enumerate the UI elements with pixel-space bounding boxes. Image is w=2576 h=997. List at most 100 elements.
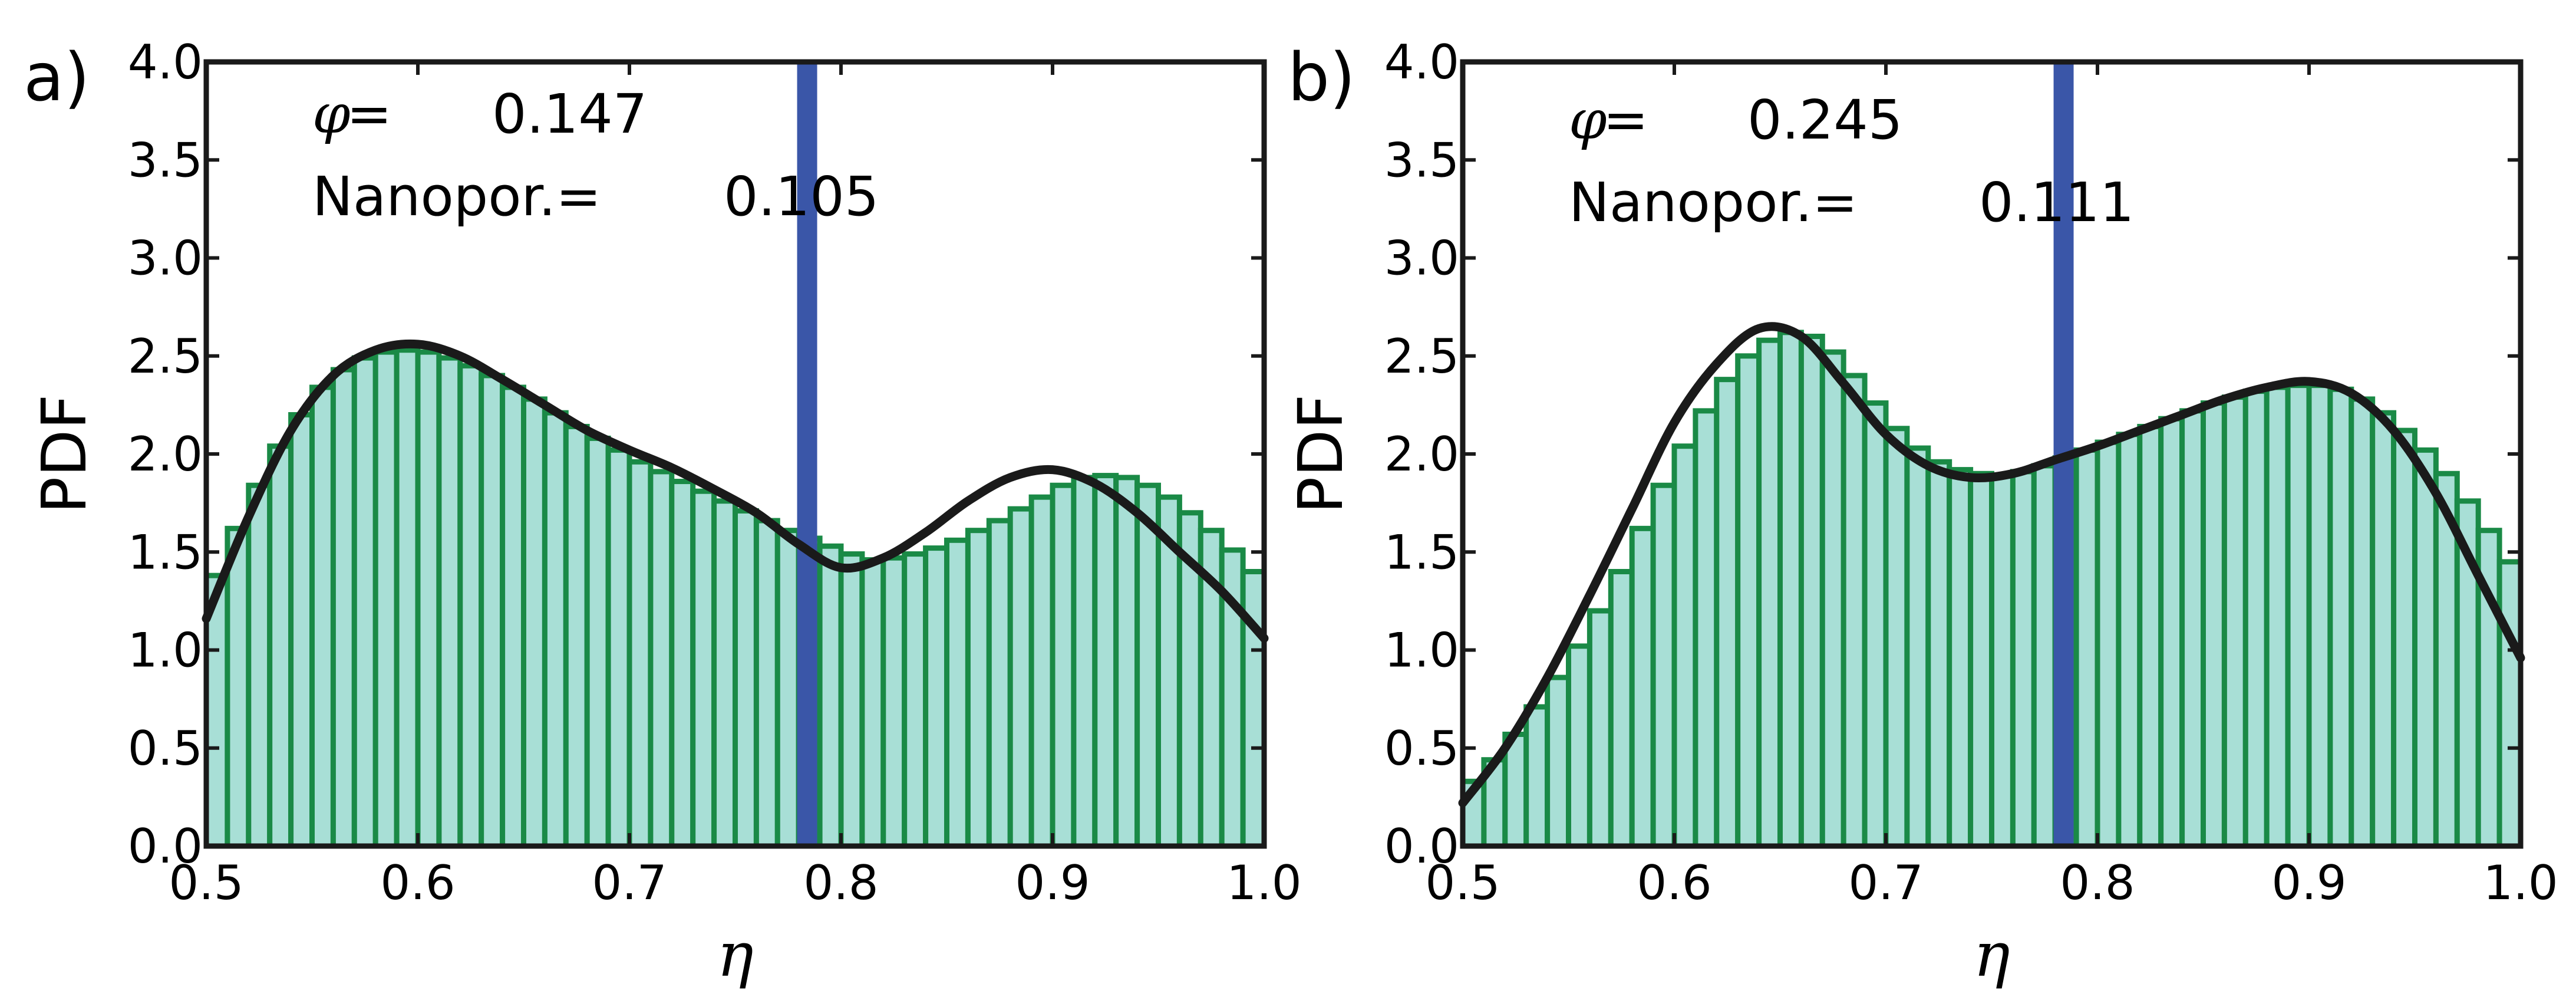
y-tick-label: 1.5: [128, 525, 203, 580]
nanopor-label: Nanopor.=: [312, 165, 601, 228]
histogram-bar: [1968, 470, 1995, 849]
chart-panel-a: 0.00.51.01.52.02.53.03.54.00.5 0.6 0.7 0.8 0…: [24, 35, 1302, 991]
histogram-bar: [986, 518, 1013, 849]
histogram-bar: [1989, 473, 2016, 849]
histogram-bar: [309, 384, 336, 849]
histogram-bar: [2285, 383, 2312, 849]
histogram-bar: [902, 551, 929, 849]
histogram-bar: [2370, 410, 2397, 849]
x-tick-label: 0.5: [169, 855, 243, 910]
histogram-bar: [479, 373, 506, 849]
x-tick-label: 0.7: [592, 855, 667, 910]
histogram-bar: [626, 459, 654, 849]
histogram-bar: [1629, 525, 1656, 849]
histogram-bar: [563, 423, 590, 849]
histogram-bar: [2116, 432, 2143, 849]
histogram-bar: [2073, 447, 2100, 849]
histogram-bar: [1819, 349, 1846, 849]
x-tick-label: 0.9: [1015, 855, 1090, 910]
y-axis-label: PDF: [1285, 394, 1357, 514]
fit-curve: [1458, 322, 2525, 808]
nanopor-value: 0.111: [1979, 171, 2134, 234]
y-axis-label: PDF: [28, 394, 100, 514]
histogram-bar: [2158, 416, 2185, 849]
histogram-bar: [330, 367, 357, 849]
y-tick-label: 2.0: [128, 427, 203, 482]
y-tick-label: 1.0: [128, 623, 203, 678]
y-tick-label: 4.0: [1384, 35, 1459, 90]
histogram-bar: [1545, 674, 1572, 849]
histogram-bar: [2095, 439, 2122, 849]
histogram-bar: [2201, 400, 2227, 849]
x-axis-label: η: [717, 919, 753, 991]
histogram-bar: [1671, 443, 1698, 849]
histogram-bar: [2412, 447, 2439, 849]
histogram-bar: [1947, 467, 1974, 849]
histogram-bar: [2391, 427, 2418, 849]
x-tick-label: 0.9: [2271, 855, 2346, 910]
panel-label: a): [24, 40, 90, 116]
x-tick-label: 1.0: [2483, 855, 2558, 910]
histogram-bar: [2264, 384, 2291, 849]
histogram-bar: [1883, 426, 1910, 849]
phi-symbol: φ: [1569, 88, 1607, 152]
histogram-bar: [2496, 559, 2524, 849]
histogram-bar: [733, 508, 759, 849]
histogram-bar: [690, 488, 717, 849]
phi-symbol: φ: [312, 83, 351, 146]
histogram-bar: [1925, 459, 1952, 849]
y-tick-label: 4.0: [128, 35, 203, 90]
y-tick-label: 0.0: [128, 819, 203, 874]
histogram-bar: [669, 479, 696, 849]
y-tick-label: 2.5: [1384, 329, 1459, 384]
histogram-bar: [1608, 569, 1635, 849]
histogram-bar: [711, 498, 738, 849]
histogram-bar: [415, 349, 442, 849]
phi-equals: =: [1603, 88, 1648, 152]
y-tick-label: 2.0: [1384, 427, 1459, 482]
y-tick-label: 3.5: [128, 133, 203, 187]
x-tick-label: 0.7: [1848, 855, 1923, 910]
y-tick-label: 3.0: [1384, 231, 1459, 286]
histogram-bar: [372, 349, 400, 849]
histogram-bar: [1904, 445, 1931, 849]
histogram-bars: [1460, 330, 2524, 849]
histogram-bar: [457, 363, 484, 849]
x-axis-label: η: [1973, 919, 2010, 991]
nanopor-value: 0.105: [724, 165, 879, 228]
histogram-bar: [944, 537, 971, 849]
histogram-bar: [521, 396, 547, 849]
panel-label: b): [1288, 40, 1355, 116]
histogram-bar: [2327, 386, 2354, 849]
histogram-bar: [246, 482, 273, 849]
x-tick-label: 0.5: [1425, 855, 1500, 910]
histogram-bar: [753, 518, 780, 849]
y-tick-label: 3.0: [128, 231, 203, 286]
histogram-bar: [500, 384, 526, 849]
histogram-bar: [2010, 469, 2037, 849]
histogram-bar: [1587, 608, 1614, 849]
x-tick-label: 1.0: [1226, 855, 1301, 910]
phi-value: 0.147: [492, 83, 647, 146]
histogram-bar: [584, 435, 611, 849]
chart-panel-b: 0.00.51.01.52.02.53.03.54.00.5 0.6 0.7 0.8 0…: [1285, 35, 2558, 991]
histogram-bar: [1113, 475, 1140, 849]
histogram-bar: [1693, 408, 1720, 849]
histogram-bar: [1756, 337, 1783, 849]
histogram-bar: [1134, 482, 1161, 849]
histogram-bar: [542, 410, 569, 849]
x-tick-label: 0.6: [380, 855, 455, 910]
y-tick-label: 2.5: [128, 329, 203, 384]
histogram-bar: [267, 443, 294, 849]
histogram-bar: [1007, 506, 1034, 849]
histogram-bar: [1050, 482, 1077, 849]
histogram-bar: [2349, 396, 2376, 849]
histogram-bar: [1028, 494, 1056, 849]
histogram-bar: [2179, 408, 2206, 849]
histogram-bar: [1523, 704, 1551, 849]
histogram-bars: [203, 347, 1267, 849]
y-tick-label: 0.0: [1384, 819, 1459, 874]
histogram-bar: [1714, 377, 1741, 849]
phi-value: 0.245: [1747, 88, 1902, 152]
